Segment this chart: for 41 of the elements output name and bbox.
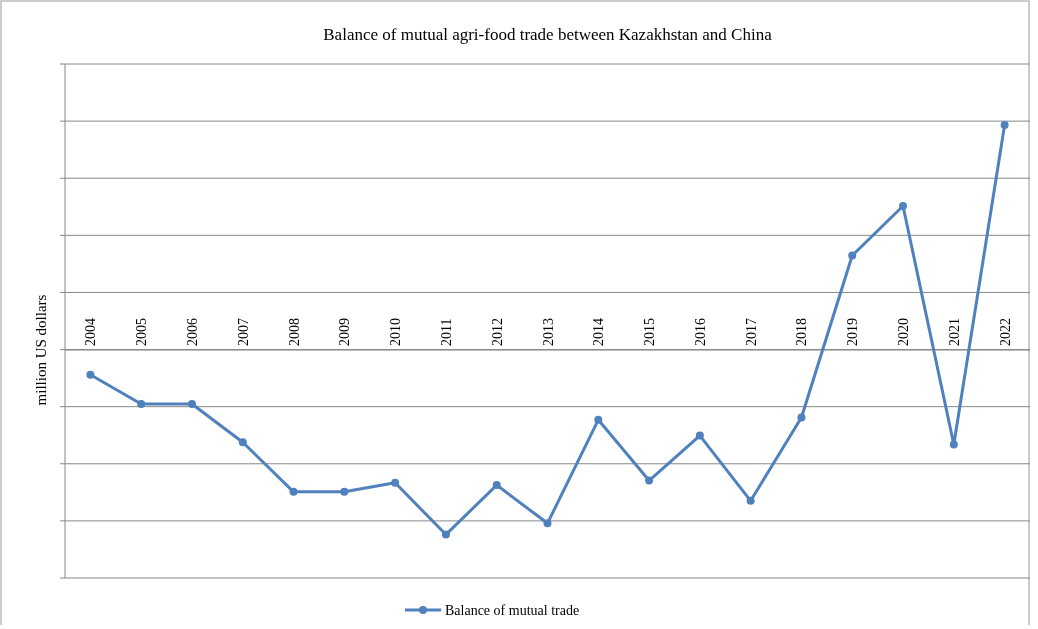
x-tick-label: 2019 — [845, 318, 861, 347]
x-tick-label: 2020 — [896, 318, 912, 347]
x-tick-label: 2015 — [642, 318, 658, 347]
x-tick-label: 2006 — [184, 318, 200, 347]
chart-title: Balance of mutual agri-food trade between Kazakhstan and China — [323, 25, 773, 44]
point — [441, 530, 450, 539]
point — [543, 519, 552, 528]
x-tick-label: 2007 — [235, 318, 251, 347]
point — [645, 476, 654, 485]
x-tick-label: 2012 — [489, 318, 505, 347]
y-axis-title: million US dollars — [33, 294, 49, 406]
x-tick-label: 2013 — [540, 318, 556, 347]
point — [391, 478, 400, 487]
x-tick-label: 2018 — [794, 318, 810, 347]
point — [746, 496, 755, 505]
x-tick-label: 2010 — [388, 318, 404, 347]
point — [695, 431, 704, 440]
point — [340, 487, 349, 496]
legend-label: Balance of mutual trade — [445, 603, 580, 618]
x-tick-label: 2017 — [743, 318, 759, 347]
point — [594, 415, 603, 424]
point — [238, 438, 247, 447]
x-tick-label: 2009 — [337, 318, 353, 347]
point — [848, 251, 857, 260]
point — [137, 400, 146, 409]
x-tick-label: 2008 — [286, 318, 302, 347]
point — [289, 487, 298, 496]
x-tick-label: 2014 — [591, 318, 607, 347]
x-tick-label: 2011 — [438, 318, 454, 347]
point — [187, 400, 196, 409]
point — [1000, 120, 1009, 129]
x-tick-label: 2005 — [134, 318, 150, 347]
point — [492, 481, 501, 490]
point — [797, 413, 806, 422]
x-tick-label: 2016 — [692, 318, 708, 347]
x-tick-label: 2004 — [83, 318, 99, 347]
point — [949, 440, 958, 449]
x-tick-label: 2021 — [946, 318, 962, 347]
point — [86, 370, 95, 379]
point — [899, 202, 908, 210]
x-tick-label: 2022 — [997, 318, 1013, 347]
